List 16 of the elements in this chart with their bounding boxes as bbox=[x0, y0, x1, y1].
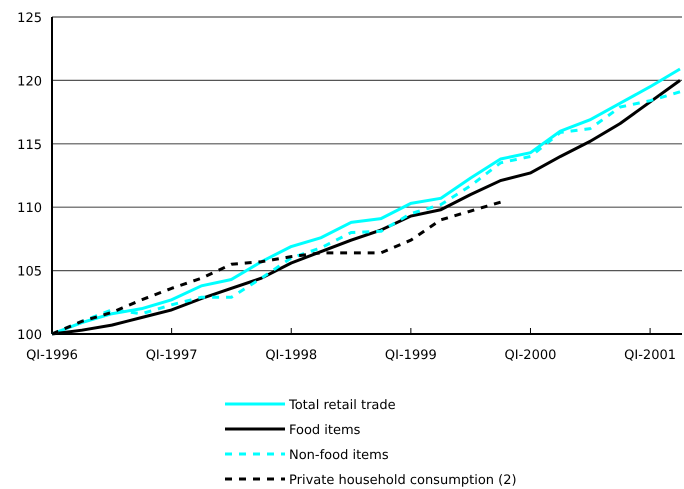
x-tick-label: QI-2001 bbox=[624, 348, 676, 363]
y-tick-label: 120 bbox=[17, 74, 42, 90]
legend-label: Non-food items bbox=[289, 448, 389, 463]
legend-label: Private household consumption (2) bbox=[289, 473, 517, 488]
x-tick-label: QI-1996 bbox=[26, 348, 78, 363]
y-tick-label: 125 bbox=[17, 11, 42, 26]
x-tick-label: QI-1997 bbox=[146, 348, 198, 363]
x-tick-label: QI-2000 bbox=[504, 348, 556, 363]
y-tick-label: 105 bbox=[17, 264, 42, 280]
y-tick-label: 115 bbox=[17, 138, 42, 153]
x-tick-label: QI-1999 bbox=[384, 348, 437, 363]
y-tick-label: 110 bbox=[17, 201, 42, 216]
legend-label: Food items bbox=[289, 423, 361, 438]
legend-label: Total retail trade bbox=[288, 398, 396, 413]
y-tick-label: 100 bbox=[17, 328, 42, 343]
x-tick-label: QI-1998 bbox=[265, 348, 318, 363]
